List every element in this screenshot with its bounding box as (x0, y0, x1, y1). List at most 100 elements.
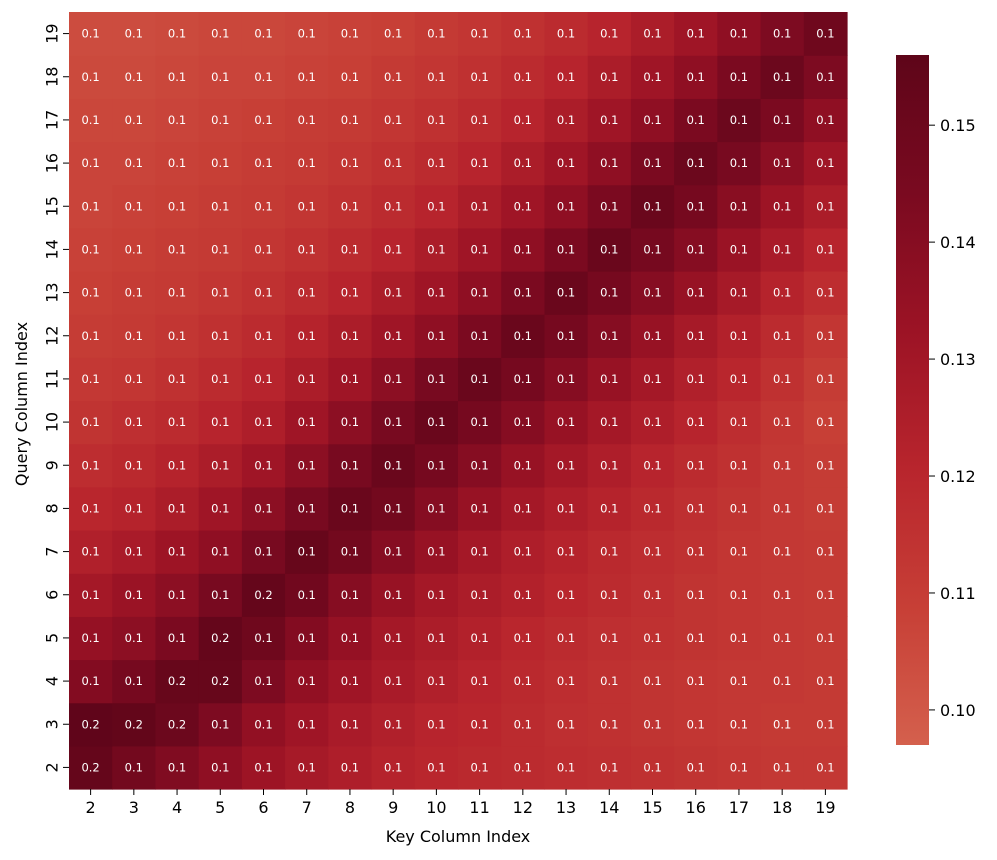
heatmap-cell (803, 400, 848, 445)
heatmap-cell (328, 12, 373, 56)
heatmap-cell (587, 357, 632, 402)
heatmap-cell-label: 0.1 (514, 329, 532, 343)
heatmap-cell (155, 659, 200, 704)
heatmap-cell (630, 400, 675, 445)
heatmap-cell-label: 0.1 (384, 242, 402, 256)
y-tick-label: 12 (43, 326, 62, 346)
heatmap-cell (198, 745, 243, 790)
y-tick-label: 3 (43, 719, 62, 729)
heatmap-cell (155, 314, 200, 358)
heatmap-cell-label: 0.1 (470, 501, 488, 515)
x-tick-label: 18 (772, 798, 792, 817)
heatmap-cell-label: 0.1 (427, 760, 445, 774)
heatmap-cell (414, 573, 459, 617)
heatmap-cell-label: 0.1 (470, 415, 488, 429)
heatmap-cell-label: 0.2 (168, 717, 186, 731)
heatmap-cell (198, 12, 243, 56)
heatmap-cell-label: 0.1 (168, 156, 186, 170)
heatmap-cell-label: 0.1 (514, 760, 532, 774)
heatmap-cell (285, 55, 329, 99)
heatmap-cell (198, 573, 243, 617)
heatmap-cell-label: 0.1 (125, 760, 143, 774)
heatmap-cell (587, 745, 632, 790)
heatmap-cell-label: 0.1 (254, 27, 272, 41)
heatmap-cell (630, 573, 675, 617)
heatmap-cell-label: 0.1 (600, 631, 618, 645)
heatmap-cell (285, 271, 329, 315)
heatmap-cell-label: 0.1 (773, 760, 791, 774)
y-tick-label: 8 (42, 503, 61, 513)
heatmap-cell (501, 141, 546, 186)
heatmap-cell-label: 0.1 (816, 329, 834, 343)
heatmap-cell (112, 227, 157, 272)
y-axis-label: Query Column Index (12, 322, 31, 486)
heatmap-cell (328, 184, 373, 229)
heatmap-cell (241, 659, 286, 704)
heatmap-cell-label: 0.1 (470, 70, 488, 84)
heatmap-cell-label: 0.1 (341, 286, 359, 300)
heatmap-cell-label: 0.1 (254, 372, 272, 386)
x-tick-label: 5 (215, 798, 225, 817)
heatmap-cell (544, 745, 589, 790)
heatmap-cell-label: 0.1 (125, 286, 143, 300)
heatmap-cell-label: 0.1 (816, 674, 834, 688)
heatmap-cell (587, 486, 632, 531)
heatmap-cell (458, 314, 502, 358)
heatmap-cell (760, 141, 805, 186)
heatmap-cell-label: 0.1 (773, 458, 791, 472)
heatmap-cell (285, 573, 329, 617)
heatmap-cell-label: 0.1 (254, 242, 272, 256)
heatmap-cell (674, 357, 718, 402)
heatmap-cell-label: 0.1 (211, 458, 229, 472)
heatmap-cell (285, 184, 329, 229)
heatmap-cell-label: 0.1 (81, 27, 99, 41)
heatmap-cell-label: 0.1 (254, 156, 272, 170)
heatmap-cell-label: 0.1 (298, 329, 316, 343)
heatmap-cell (155, 184, 200, 229)
heatmap-cell-label: 0.1 (211, 113, 229, 127)
heatmap-cell (587, 616, 632, 661)
heatmap-cell-label: 0.1 (384, 156, 402, 170)
heatmap-cell (112, 55, 157, 99)
heatmap-cell (414, 357, 459, 402)
heatmap-cell (501, 314, 546, 358)
heatmap-cell (760, 271, 805, 315)
heatmap-cell-label: 0.1 (557, 717, 575, 731)
heatmap-cell-label: 0.1 (773, 372, 791, 386)
heatmap-cell-label: 0.1 (816, 717, 834, 731)
heatmap-cell (328, 530, 373, 574)
heatmap-cell (760, 486, 805, 531)
heatmap-cell (112, 12, 157, 56)
heatmap-cell-label: 0.1 (298, 415, 316, 429)
heatmap-cell (285, 357, 329, 402)
heatmap-cell-label: 0.1 (254, 286, 272, 300)
heatmap-cell (458, 745, 502, 790)
heatmap-cell (630, 486, 675, 531)
y-tick-label: 6 (43, 590, 62, 600)
heatmap-cell-label: 0.1 (687, 242, 705, 256)
heatmap-cell (803, 486, 848, 531)
heatmap-cell (544, 184, 589, 229)
heatmap-cell (155, 530, 200, 574)
heatmap-cell (674, 314, 718, 358)
heatmap-cell-label: 0.1 (254, 631, 272, 645)
heatmap-cell-label: 0.1 (470, 760, 488, 774)
heatmap-cell (544, 573, 589, 617)
heatmap-cell (458, 530, 502, 574)
heatmap-cell (458, 573, 502, 617)
heatmap-cell-label: 0.1 (254, 70, 272, 84)
heatmap-cell (69, 443, 113, 488)
heatmap-cell (69, 400, 113, 445)
heatmap-cell (458, 98, 502, 143)
heatmap-cell (371, 573, 416, 617)
heatmap-cell-label: 0.1 (730, 545, 748, 559)
heatmap-cell-label: 0.1 (514, 70, 532, 84)
heatmap-cell (328, 98, 373, 143)
heatmap-cell-label: 0.1 (773, 415, 791, 429)
heatmap-cell (241, 314, 286, 358)
colorbar-tick-label: 0.14 (940, 233, 976, 252)
heatmap-cell-label: 0.1 (643, 156, 661, 170)
heatmap-cell-label: 0.1 (470, 199, 488, 213)
heatmap-cell (328, 55, 373, 99)
heatmap-cell-label: 0.1 (427, 674, 445, 688)
